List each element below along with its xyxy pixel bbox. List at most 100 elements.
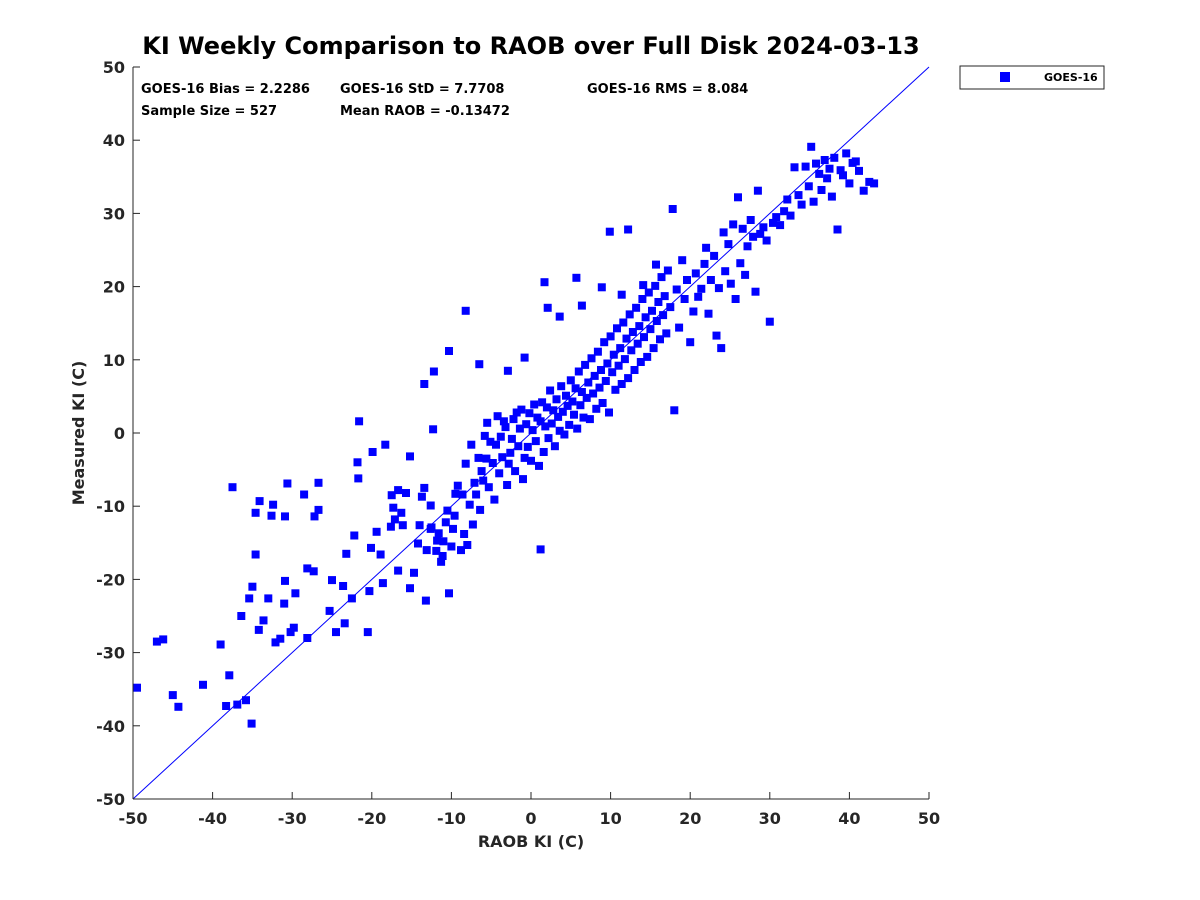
data-point xyxy=(753,186,762,195)
data-point xyxy=(310,512,319,521)
data-point xyxy=(254,625,263,634)
data-point xyxy=(152,637,161,646)
data-point xyxy=(422,546,431,555)
data-point xyxy=(851,157,860,166)
data-point xyxy=(651,281,660,290)
data-point xyxy=(486,437,495,446)
data-point xyxy=(544,434,553,443)
data-point xyxy=(515,424,524,433)
data-point xyxy=(242,696,250,705)
data-point xyxy=(291,589,300,598)
y-tick-label: 40 xyxy=(103,131,125,150)
data-point xyxy=(363,628,372,637)
data-point xyxy=(606,332,615,341)
data-point xyxy=(589,389,598,398)
x-tick-label: 20 xyxy=(679,809,701,828)
data-point xyxy=(264,594,273,603)
stats-annotations: GOES-16 Bias = 2.2286 GOES-16 StD = 7.77… xyxy=(141,82,748,119)
data-point xyxy=(706,276,715,284)
data-point xyxy=(865,177,874,186)
data-point xyxy=(216,640,225,649)
data-point xyxy=(797,200,806,209)
data-point xyxy=(628,328,637,336)
data-point xyxy=(812,159,820,168)
data-point xyxy=(571,384,580,393)
data-point xyxy=(598,399,607,407)
data-point xyxy=(449,524,457,533)
data-point xyxy=(729,220,738,229)
data-point xyxy=(683,276,691,284)
stat-sample-size: Sample Size = 527 xyxy=(141,104,277,119)
data-point xyxy=(572,273,581,282)
data-point xyxy=(303,564,312,573)
data-point xyxy=(543,303,552,312)
data-point xyxy=(790,163,799,172)
data-point xyxy=(325,606,334,615)
data-point xyxy=(255,497,264,506)
data-point xyxy=(700,259,709,268)
data-point xyxy=(461,459,470,468)
data-point xyxy=(251,550,260,559)
data-point xyxy=(807,142,816,151)
data-point xyxy=(686,338,695,347)
data-point xyxy=(499,417,508,426)
data-point xyxy=(570,410,578,419)
data-point xyxy=(429,425,438,434)
data-point xyxy=(663,266,672,275)
data-point xyxy=(467,440,476,449)
y-tick-label: -20 xyxy=(96,570,125,589)
legend-label-goes16: GOES-16 xyxy=(1044,71,1098,84)
data-point xyxy=(855,166,863,175)
data-point xyxy=(472,490,481,499)
data-point xyxy=(643,352,652,361)
data-point xyxy=(678,256,687,265)
data-point xyxy=(520,353,529,362)
data-point xyxy=(590,371,599,380)
data-point xyxy=(765,317,774,326)
data-point xyxy=(381,440,390,449)
data-point xyxy=(605,408,613,417)
data-point xyxy=(644,288,653,297)
y-axis-label: Measured KI (C) xyxy=(69,361,88,506)
data-point xyxy=(845,179,854,188)
data-point xyxy=(300,490,309,499)
data-point xyxy=(511,467,520,476)
data-point xyxy=(726,279,735,288)
data-point xyxy=(458,490,467,499)
data-point xyxy=(762,236,771,245)
data-point xyxy=(660,292,669,301)
data-point xyxy=(447,542,456,551)
data-point xyxy=(581,360,590,369)
data-point xyxy=(504,459,513,468)
data-point xyxy=(833,225,842,234)
data-point xyxy=(536,545,545,554)
data-point xyxy=(479,476,488,485)
data-point xyxy=(519,475,527,484)
data-point xyxy=(801,162,810,171)
data-point xyxy=(640,333,648,342)
data-point xyxy=(670,406,679,415)
data-point xyxy=(825,164,834,173)
data-point xyxy=(528,426,537,435)
data-point xyxy=(616,344,625,353)
data-point xyxy=(786,211,795,220)
data-point xyxy=(389,503,398,512)
data-point xyxy=(397,508,406,517)
data-point xyxy=(159,635,168,644)
data-point xyxy=(438,552,447,560)
data-point xyxy=(445,347,453,355)
data-point xyxy=(199,680,207,689)
data-point xyxy=(434,529,443,538)
data-point xyxy=(527,456,535,465)
data-point xyxy=(620,355,629,364)
data-point xyxy=(525,409,534,418)
data-point xyxy=(815,169,824,178)
data-point xyxy=(734,193,742,202)
legend: GOES-16 xyxy=(959,65,1105,90)
data-point xyxy=(531,437,540,446)
data-point xyxy=(573,424,582,433)
data-point xyxy=(233,700,242,709)
legend-marker-goes16 xyxy=(1000,72,1010,82)
data-point xyxy=(269,500,278,509)
data-point xyxy=(584,378,593,387)
